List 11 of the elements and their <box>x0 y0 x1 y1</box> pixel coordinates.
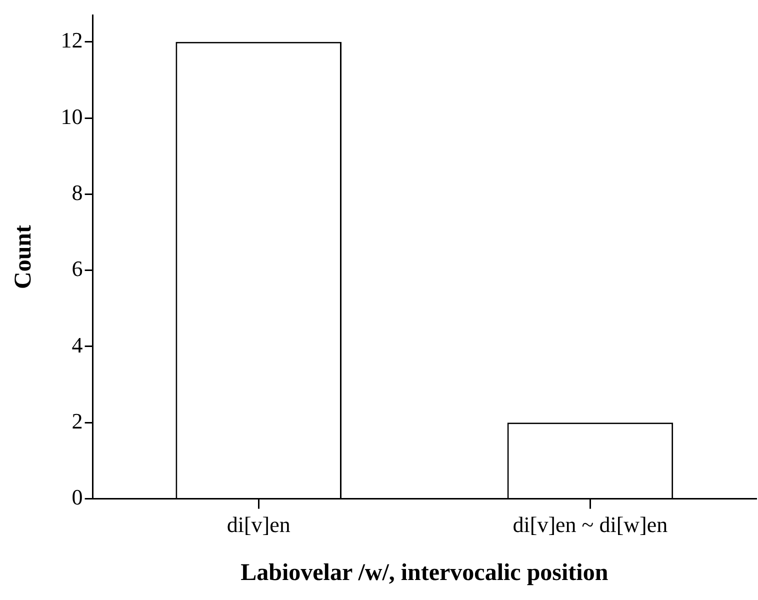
y-tick-label: 2 <box>72 408 83 434</box>
x-tick-label: di[v]en ~ di[w]en <box>512 512 668 537</box>
y-axis-title: Count <box>10 224 37 290</box>
y-tick-label: 10 <box>60 104 83 129</box>
x-axis-title: Labiovelar /w/, intervocalic position <box>240 560 608 586</box>
y-tick-label: 0 <box>72 484 83 510</box>
y-tick-label: 4 <box>72 332 83 358</box>
y-tick-label: 12 <box>60 28 83 53</box>
x-tick-label: di[v]en <box>226 512 290 537</box>
y-tick-label: 6 <box>72 256 83 282</box>
y-tick-label: 8 <box>72 180 83 205</box>
